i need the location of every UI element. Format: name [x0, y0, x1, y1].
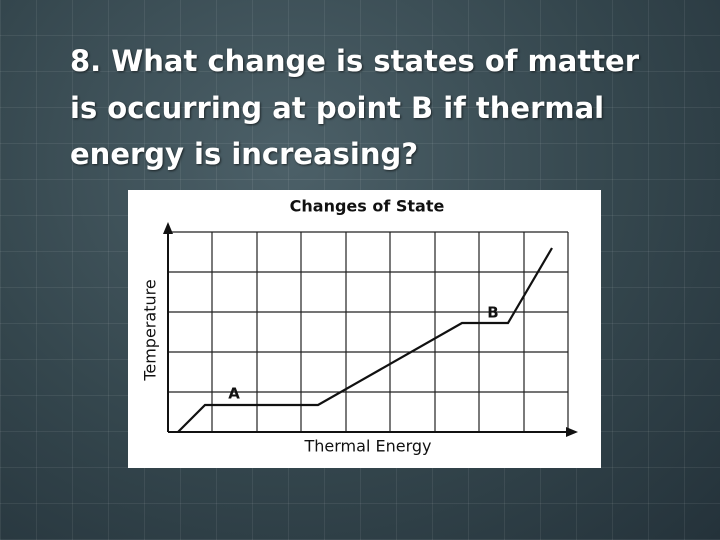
slide-title-line: is occurring at point B if thermal — [70, 91, 605, 125]
point-label: B — [487, 304, 498, 322]
point-label: A — [228, 385, 240, 403]
heating-curve — [177, 247, 553, 433]
figure-background — [128, 190, 601, 468]
y-axis-label: Temperature — [141, 279, 160, 381]
y-axis-arrow — [163, 222, 173, 234]
grid — [168, 231, 569, 432]
slide-title-line: 8. What change is states of matter — [70, 44, 640, 78]
slide-title-line: energy is increasing? — [70, 137, 419, 171]
figure-title: Changes of State — [290, 197, 445, 216]
x-axis-arrow — [566, 427, 578, 437]
x-axis-label: Thermal Energy — [304, 437, 432, 456]
